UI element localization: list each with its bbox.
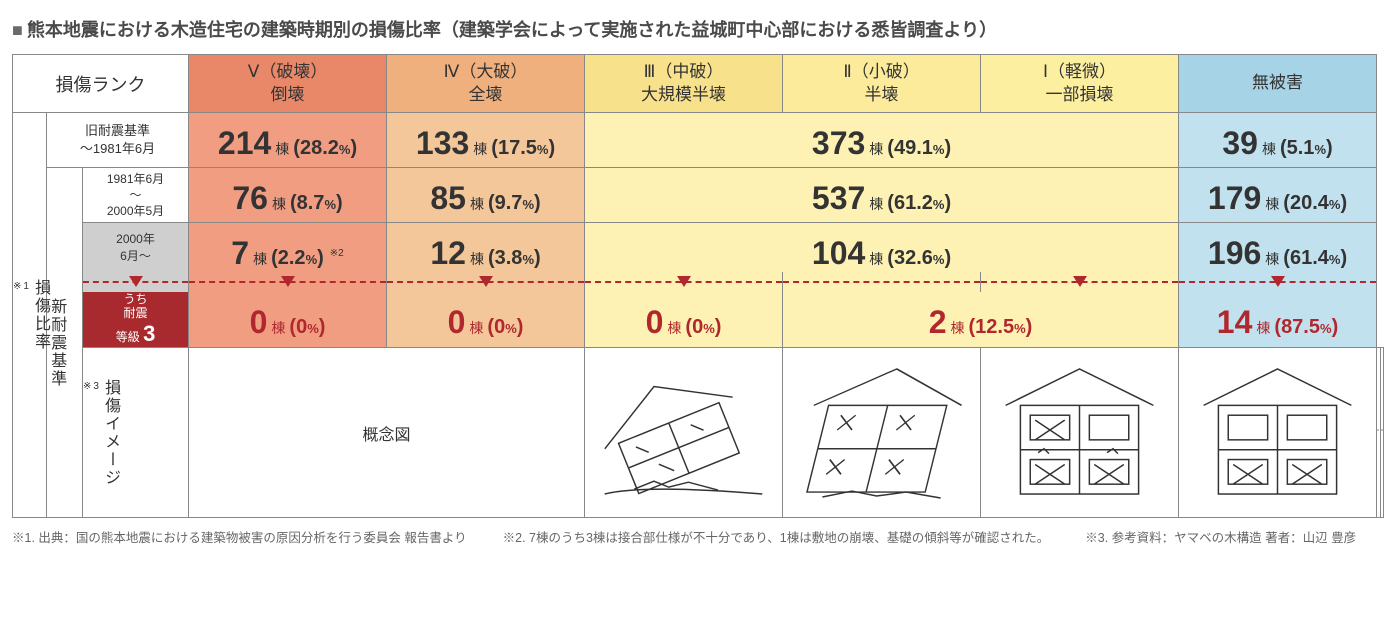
undamaged-house-icon [1381,350,1384,510]
r3-iv: 12棟(3.8%) [387,223,585,273]
house-icon-iii [981,348,1179,518]
r4-iii: 0棟(0%) [585,292,783,348]
period-1: 旧耐震基準〜1981年6月 [47,113,189,168]
arrow-divider [13,272,1384,292]
r2-mid: 537棟(61.2%) [585,168,1179,223]
arrow-iv [387,272,585,292]
r2-0: 179棟(20.4%) [1179,168,1377,223]
r1-mid: 373棟(49.1%) [585,113,1179,168]
data-row-2: 新耐震基準 1981年6月 〜 2000年5月 76棟(8.7%) 85棟(9.… [13,168,1384,223]
r4-ii: 2棟(12.5%) [783,292,1179,348]
r3-0: 196棟(61.4%) [1179,223,1377,273]
ratio-vlabel: 損傷比率※1 [13,113,47,518]
house-icon-ii [1179,348,1377,518]
house-icon-iv [783,348,981,518]
data-row-3: 2000年 6月〜 7棟(2.2%)※2 12棟(3.8%) 104棟(32.6… [13,223,1384,273]
r4-v: 0棟(0%) [189,292,387,348]
concept-label: 概念図 [189,348,585,518]
rank-label-cell: 損傷ランク [13,55,189,113]
image-row: 損傷イメージ※3 概念図 [13,348,1384,518]
damage-table: 損傷ランク Ⅴ（破壊）倒壊 Ⅳ（大破）全壊 Ⅲ（中破）大規模半壊 Ⅱ（小破）半壊… [12,54,1384,518]
page-title: 熊本地震における木造住宅の建築時期別の損傷比率（建築学会によって実施された益城町… [12,12,1384,54]
hdr-col-iii: Ⅲ（中破）大規模半壊 [585,55,783,113]
r3-v: 7棟(2.2%)※2 [189,223,387,273]
newstd-vlabel: 新耐震基準 [47,168,83,518]
footnote-2: ※2. 7棟のうち3棟は接合部仕様が不十分であり、1棟は敷地の崩壊、基礎の傾斜等… [503,528,1050,548]
hdr-col-0: 無被害 [1179,55,1377,113]
heavy-damage-house-icon [783,350,980,510]
arrow-ii [981,272,1179,292]
r2-v: 76棟(8.7%) [189,168,387,223]
period-3: 2000年 6月〜 [83,223,189,273]
period-2: 1981年6月 〜 2000年5月 [83,168,189,223]
data-row-4: うち 耐震 等級 3 0棟(0%) 0棟(0%) 0棟(0%) 2棟(12.5%… [13,292,1384,348]
footnote-1: ※1. 出典：国の熊本地震における建築物被害の原因分析を行う委員会 報告書より [12,528,467,548]
hdr-col-i: Ⅰ（軽微）一部損壊 [981,55,1179,113]
collapsed-house-icon [585,350,782,510]
r2-iv: 85棟(9.7%) [387,168,585,223]
hdr-col-iv: Ⅳ（大破）全壊 [387,55,585,113]
house-icon-v [585,348,783,518]
footnotes: ※1. 出典：国の熊本地震における建築物被害の原因分析を行う委員会 報告書より … [12,528,1384,548]
slight-damage-house-icon [1377,350,1379,510]
header-row: 損傷ランク Ⅴ（破壊）倒壊 Ⅳ（大破）全壊 Ⅲ（中破）大規模半壊 Ⅱ（小破）半壊… [13,55,1384,113]
house-icon-i [1377,348,1380,518]
r3-mid: 104棟(32.6%) [585,223,1179,273]
arrow-blank [783,272,981,292]
r1-v: 214棟(28.2%) [189,113,387,168]
footnote-3: ※3. 参考資料：ヤマベの木構造 著者：山辺 豊彦 [1085,528,1356,548]
arrow-iii [585,272,783,292]
arrow-0 [1179,272,1377,292]
grade3-label: うち 耐震 等級 3 [83,292,189,348]
light-damage-house-icon [1179,350,1376,510]
r1-iv: 133棟(17.5%) [387,113,585,168]
house-icon-0 [1380,348,1384,518]
medium-damage-house-icon [981,350,1178,510]
arrow-v [189,272,387,292]
r4-0: 14棟(87.5%) [1179,292,1377,348]
data-row-1: 損傷比率※1 旧耐震基準〜1981年6月 214棟(28.2%) 133棟(17… [13,113,1384,168]
hdr-col-v: Ⅴ（破壊）倒壊 [189,55,387,113]
hdr-col-ii: Ⅱ（小破）半壊 [783,55,981,113]
image-vlabel: 損傷イメージ※3 [83,348,189,518]
r1-0: 39棟(5.1%) [1179,113,1377,168]
r4-iv: 0棟(0%) [387,292,585,348]
arrow-period [83,272,189,292]
